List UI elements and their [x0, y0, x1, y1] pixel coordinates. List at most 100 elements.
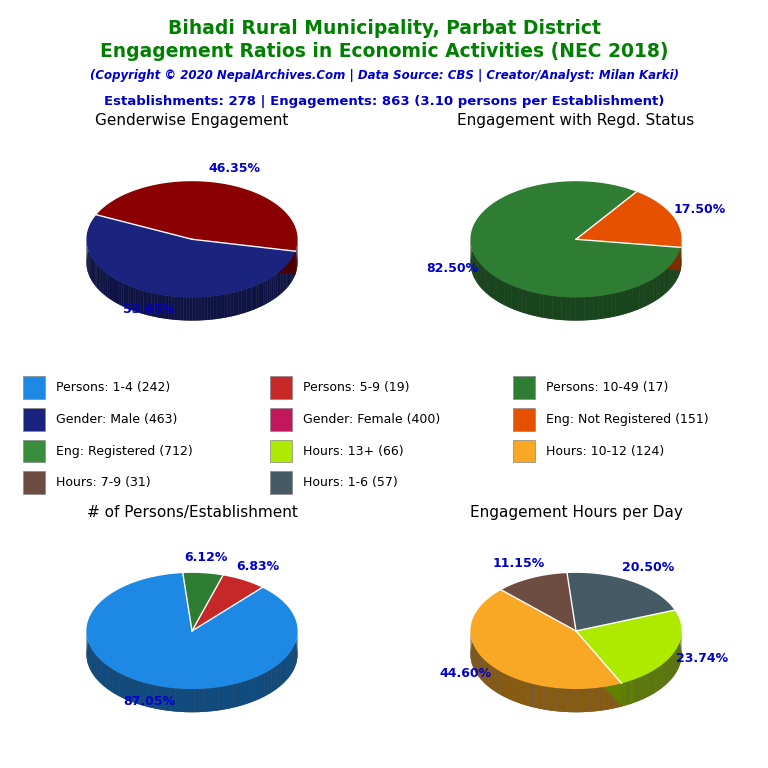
Polygon shape — [638, 677, 640, 701]
Polygon shape — [632, 680, 633, 703]
Polygon shape — [677, 255, 678, 280]
Polygon shape — [87, 573, 297, 689]
Polygon shape — [127, 677, 131, 701]
Polygon shape — [647, 280, 650, 306]
Polygon shape — [619, 684, 621, 707]
Polygon shape — [654, 277, 657, 302]
Polygon shape — [576, 240, 680, 270]
Polygon shape — [128, 286, 131, 310]
Polygon shape — [120, 674, 123, 698]
Polygon shape — [476, 649, 477, 674]
Polygon shape — [511, 285, 515, 310]
Polygon shape — [244, 289, 247, 313]
Polygon shape — [584, 297, 589, 320]
Polygon shape — [495, 668, 497, 693]
Polygon shape — [574, 689, 576, 712]
Polygon shape — [272, 667, 275, 693]
Polygon shape — [578, 689, 581, 712]
Polygon shape — [561, 296, 566, 320]
Polygon shape — [180, 297, 184, 320]
Polygon shape — [273, 275, 276, 300]
Polygon shape — [225, 294, 227, 318]
Polygon shape — [657, 275, 659, 300]
Polygon shape — [524, 681, 526, 705]
FancyBboxPatch shape — [23, 472, 45, 494]
Text: 44.60%: 44.60% — [439, 667, 492, 680]
Polygon shape — [107, 665, 110, 690]
Polygon shape — [109, 275, 111, 300]
Text: Gender: Male (463): Gender: Male (463) — [56, 413, 177, 425]
Polygon shape — [177, 296, 180, 320]
Polygon shape — [531, 292, 535, 316]
Polygon shape — [161, 687, 166, 710]
Polygon shape — [655, 669, 656, 693]
FancyBboxPatch shape — [513, 376, 535, 399]
Polygon shape — [495, 276, 498, 302]
Polygon shape — [166, 687, 170, 711]
Polygon shape — [544, 295, 548, 319]
Polygon shape — [566, 689, 568, 712]
Polygon shape — [637, 677, 638, 701]
Polygon shape — [654, 670, 655, 694]
Polygon shape — [564, 689, 566, 712]
Polygon shape — [99, 267, 101, 292]
Polygon shape — [556, 688, 558, 711]
Polygon shape — [257, 284, 259, 309]
Polygon shape — [627, 681, 629, 705]
Polygon shape — [645, 674, 646, 698]
Polygon shape — [138, 290, 141, 313]
Polygon shape — [656, 668, 657, 692]
Polygon shape — [576, 631, 621, 707]
Polygon shape — [657, 667, 659, 691]
Polygon shape — [263, 281, 266, 306]
Polygon shape — [141, 290, 144, 314]
Polygon shape — [282, 268, 283, 293]
Polygon shape — [505, 282, 508, 306]
Polygon shape — [513, 677, 515, 702]
Polygon shape — [497, 670, 498, 694]
Polygon shape — [143, 683, 147, 707]
Polygon shape — [498, 278, 501, 303]
Polygon shape — [667, 266, 669, 292]
Polygon shape — [222, 294, 225, 318]
Polygon shape — [659, 273, 662, 298]
Polygon shape — [113, 670, 116, 694]
Polygon shape — [219, 295, 222, 319]
Polygon shape — [518, 679, 519, 703]
Polygon shape — [650, 279, 654, 304]
Polygon shape — [277, 663, 280, 688]
Polygon shape — [90, 646, 91, 672]
Polygon shape — [591, 688, 593, 712]
Polygon shape — [558, 688, 561, 712]
Polygon shape — [623, 683, 624, 707]
Polygon shape — [239, 290, 241, 315]
Polygon shape — [104, 663, 107, 688]
Polygon shape — [571, 297, 575, 320]
Polygon shape — [552, 296, 557, 319]
Polygon shape — [276, 273, 277, 298]
Polygon shape — [144, 291, 146, 315]
Polygon shape — [131, 286, 133, 311]
Polygon shape — [265, 671, 268, 697]
Title: Genderwise Engagement: Genderwise Engagement — [95, 114, 289, 128]
Polygon shape — [589, 296, 594, 320]
Polygon shape — [97, 264, 98, 289]
Polygon shape — [92, 258, 93, 283]
Polygon shape — [115, 279, 117, 303]
Title: Engagement with Regd. Status: Engagement with Regd. Status — [458, 114, 694, 128]
FancyBboxPatch shape — [270, 472, 292, 494]
Polygon shape — [227, 293, 230, 317]
Polygon shape — [659, 667, 660, 690]
Polygon shape — [193, 297, 195, 320]
FancyBboxPatch shape — [23, 439, 45, 462]
Polygon shape — [192, 575, 262, 631]
Polygon shape — [601, 687, 603, 710]
Polygon shape — [549, 687, 551, 710]
Polygon shape — [266, 280, 267, 304]
Polygon shape — [494, 667, 495, 691]
Polygon shape — [532, 684, 535, 707]
Text: Persons: 1-4 (242): Persons: 1-4 (242) — [56, 381, 170, 394]
Polygon shape — [477, 650, 478, 675]
Polygon shape — [99, 658, 101, 684]
Polygon shape — [241, 681, 246, 706]
